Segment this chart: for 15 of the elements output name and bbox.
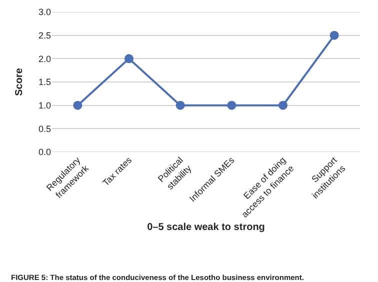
point [330,30,339,40]
y-tick-label: 0.0 [38,147,51,158]
point [176,100,185,110]
y-tick-label: 1.0 [38,100,51,110]
point [227,100,236,110]
y-tick-label: 2.0 [38,54,51,64]
point [278,100,288,110]
y-tick-label: 2.5 [38,30,51,40]
point [73,100,82,110]
x-axis-title: 0–5 scale weak to strong [147,222,265,234]
y-tick-label: 3.0 [38,7,51,18]
y-tick-label: 1.5 [38,77,51,88]
y-axis-title: Score [14,68,25,96]
point [124,54,134,64]
y-tick-label: 0.5 [38,124,51,134]
